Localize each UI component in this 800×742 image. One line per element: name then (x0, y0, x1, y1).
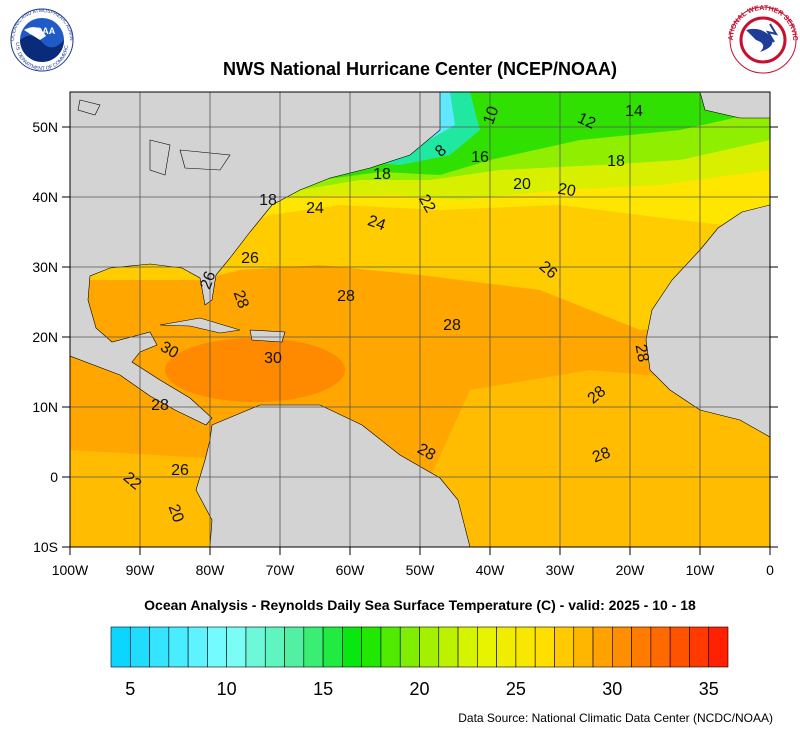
colorbar-cell (187, 626, 208, 668)
colorbar-cell (399, 626, 420, 668)
contour-label: 26 (171, 462, 189, 479)
x-tick-label: 80W (196, 562, 226, 578)
contour-label: 24 (306, 200, 324, 217)
colorbar-cell (419, 626, 440, 668)
x-tick-label: 70W (266, 562, 296, 578)
colorbar-label: 10 (217, 679, 237, 699)
contour-label: 22 (415, 192, 439, 216)
colorbar-cell (168, 626, 189, 668)
colorbar-cell (207, 626, 227, 668)
x-tick-label: 60W (336, 562, 366, 578)
contour-label: 26 (197, 269, 219, 292)
contour-label: 16 (471, 149, 489, 166)
colorbar-cell (264, 626, 285, 668)
contour-label: 20 (557, 181, 578, 201)
colorbar-label: 20 (409, 679, 429, 699)
contour-label: 28 (590, 444, 613, 466)
y-tick-label: 30N (32, 259, 58, 275)
colorbar-cell (631, 626, 652, 668)
y-tick-label: 20N (32, 329, 58, 345)
contour-label: 26 (241, 250, 259, 267)
x-tick-label: 50W (406, 562, 436, 578)
colorbar-cell (477, 626, 497, 668)
colorbar-cell (284, 626, 305, 668)
colorbar-cell (303, 626, 324, 668)
noaa-text: NOAA (29, 26, 56, 36)
contour-label: 28 (337, 288, 355, 305)
nws-ring-text: NATIONAL WEATHER SERVICE (0, 0, 798, 41)
colorbar-cell (457, 626, 478, 668)
contour-label: 28 (414, 440, 438, 464)
x-tick-label: 100W (52, 562, 89, 578)
contour-label: 28 (443, 317, 461, 334)
contour-label: 28 (632, 343, 652, 364)
colorbar-cell (689, 626, 710, 668)
x-tick-label: 30W (546, 562, 576, 578)
colorbar-cell (592, 626, 613, 668)
colorbar-cell (226, 626, 247, 668)
y-tick-label: 40N (32, 189, 58, 205)
y-tick-label: 10S (33, 539, 58, 555)
colorbar-label: 25 (506, 679, 526, 699)
colorbar-label: 5 (125, 679, 135, 699)
colorbar-cell (554, 626, 575, 668)
colorbar-cell (573, 626, 594, 668)
colorbar-cell (669, 626, 690, 668)
colorbar-cell (149, 626, 170, 668)
x-tick-label: 90W (126, 562, 156, 578)
contour-label: 28 (230, 288, 252, 311)
colorbar-cell (438, 626, 459, 668)
colorbar-cell (361, 626, 382, 668)
colorbar-cell (612, 626, 632, 668)
colorbar-cell (245, 626, 266, 668)
contour-label: 10 (480, 104, 502, 127)
y-tick-label: 50N (32, 119, 58, 135)
contour-label: 30 (157, 338, 181, 362)
colorbar-label: 30 (602, 679, 622, 699)
contour-label: 24 (365, 212, 388, 234)
contour-label: 14 (625, 103, 643, 120)
y-tick-label: 10N (32, 399, 58, 415)
colorbar-cell (708, 626, 729, 668)
title: NWS National Hurricane Center (NCEP/NOAA… (223, 59, 617, 79)
contour-label: 20 (165, 502, 187, 525)
contour-label: 28 (151, 397, 169, 414)
colorbar-cell (110, 626, 131, 668)
colorbar-cell (496, 626, 517, 668)
contour-label: 18 (259, 192, 277, 209)
contour-label: 18 (373, 166, 391, 183)
colorbar-cell (380, 626, 401, 668)
colorbar-cell (322, 626, 343, 668)
colorbar-label: 35 (699, 679, 719, 699)
contour-label: 12 (575, 110, 598, 133)
colorbar-label: 15 (313, 679, 333, 699)
colorbar-cell (129, 626, 150, 668)
contour-label: 20 (513, 176, 531, 193)
contour-label: 30 (264, 350, 282, 367)
noaa-logo: NATIONAL OCEANIC AND ATMOSPHERIC ADMINIS… (0, 0, 74, 72)
colorbar-cell (650, 626, 671, 668)
colorbar-cell (534, 626, 555, 668)
y-tick-label: 0 (50, 469, 58, 485)
x-tick-label: 20W (616, 562, 646, 578)
x-tick-label: 10W (686, 562, 716, 578)
colorbar-cell (515, 626, 536, 668)
contour-label: 18 (607, 153, 625, 170)
colorbar-cell (342, 626, 362, 668)
x-tick-label: 0 (766, 562, 774, 578)
source: Data Source: National Climatic Data Cent… (458, 711, 773, 725)
subtitle: Ocean Analysis - Reynolds Daily Sea Surf… (144, 597, 696, 613)
x-tick-label: 40W (476, 562, 506, 578)
